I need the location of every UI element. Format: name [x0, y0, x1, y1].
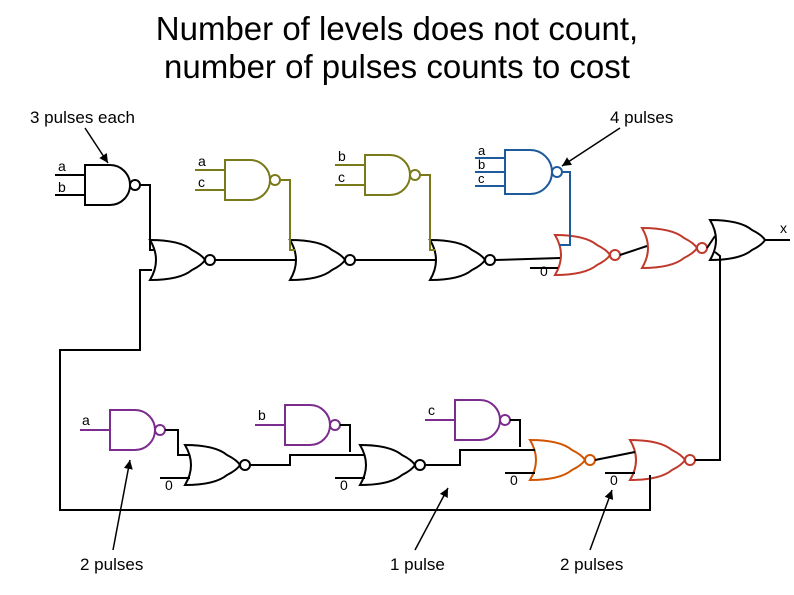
nand-gate-4-3input: a b c — [475, 143, 562, 194]
bottom-nand-a: a — [80, 410, 165, 450]
nor-gate-5-red — [642, 228, 707, 268]
svg-text:c: c — [478, 171, 485, 186]
nor-gate-2 — [290, 240, 355, 280]
svg-text:0: 0 — [165, 477, 173, 493]
svg-text:a: a — [58, 158, 66, 174]
svg-text:0: 0 — [510, 472, 518, 488]
nor-gate-3 — [430, 240, 495, 280]
svg-text:c: c — [198, 174, 205, 190]
arrow-1-pulse — [415, 488, 448, 550]
svg-text:0: 0 — [340, 477, 348, 493]
nand-gate-1: a b — [55, 158, 140, 205]
svg-text:a: a — [198, 153, 206, 169]
svg-text:c: c — [338, 169, 345, 185]
svg-text:b: b — [478, 157, 485, 172]
nand-gate-3: b c — [335, 148, 420, 195]
svg-text:0: 0 — [540, 263, 548, 279]
svg-text:a: a — [82, 412, 90, 428]
circuit-diagram: a b a c b c a b c 0 x a 0 b 0 — [0, 0, 794, 595]
bottom-nor-1: 0 — [160, 445, 250, 493]
arrow-4-pulses — [562, 128, 620, 166]
svg-text:c: c — [428, 402, 435, 418]
svg-text:x: x — [780, 220, 787, 236]
nand-gate-2: a c — [195, 153, 280, 200]
svg-text:b: b — [338, 148, 346, 164]
or-gate-output: x — [710, 220, 790, 260]
svg-text:b: b — [58, 179, 66, 195]
nor-gate-4-red: 0 — [530, 235, 620, 279]
svg-text:a: a — [478, 143, 486, 158]
bottom-nand-c: c — [425, 400, 510, 440]
arrow-2-pulses-right — [590, 490, 612, 550]
arrow-2-pulses-left — [113, 460, 130, 550]
svg-text:0: 0 — [610, 472, 618, 488]
bottom-nor-orange: 0 — [505, 440, 595, 488]
arrow-3-pulses — [85, 128, 108, 163]
svg-text:b: b — [258, 407, 266, 423]
bottom-nor-2: 0 — [335, 445, 425, 493]
nor-gate-1 — [150, 240, 215, 280]
bottom-nand-b: b — [255, 405, 340, 445]
